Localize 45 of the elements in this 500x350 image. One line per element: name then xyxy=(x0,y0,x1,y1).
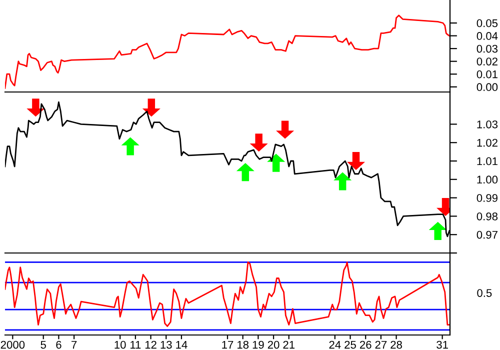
x-tick-label: 2000 xyxy=(0,340,25,349)
x-tick-label: 26 xyxy=(360,340,372,349)
y-tick-label: 0.04 xyxy=(476,32,498,40)
y-tick-label: 0.00 xyxy=(476,83,498,92)
x-tick-label: 14 xyxy=(176,340,188,349)
y-tick-label: 1.03 xyxy=(477,120,498,128)
x-tick-label: 25 xyxy=(344,340,356,349)
point xyxy=(250,134,268,152)
text: 0.5 xyxy=(477,289,492,297)
y-tick-label: 1.00 xyxy=(477,176,498,184)
y-tick-label: 0.01 xyxy=(476,70,498,78)
point xyxy=(26,98,45,117)
x-tick-label: 13 xyxy=(160,340,172,349)
x-tick-label: 27 xyxy=(375,340,387,349)
x-tick-label: 5 xyxy=(40,340,46,349)
line-series xyxy=(5,14,450,89)
x-tick-label: 6 xyxy=(56,340,62,349)
y-tick-label: 0.97 xyxy=(476,230,498,239)
x-tick-label: 19 xyxy=(252,340,264,349)
point xyxy=(276,120,294,139)
y-tick-label: 0.03 xyxy=(476,44,498,53)
y-tick-label: 1.02 xyxy=(477,138,498,147)
x-tick-label: 21 xyxy=(283,340,295,349)
y-tick-label: 0.05 xyxy=(476,19,498,28)
x-tick-label: 18 xyxy=(238,340,249,349)
x-tick-label: 24 xyxy=(329,340,341,349)
y-tick-label: 0.98 xyxy=(476,212,498,220)
point xyxy=(346,152,366,170)
x-tick-label: 12 xyxy=(145,340,156,349)
x-tick-label: 7 xyxy=(72,340,77,349)
y-tick-label: 1.01 xyxy=(477,157,498,166)
y-tick-label: 0.02 xyxy=(476,58,498,66)
x-tick-label: 31 xyxy=(436,340,448,349)
point xyxy=(121,137,140,156)
x-tick-label: 11 xyxy=(130,340,141,349)
point xyxy=(428,222,447,240)
point xyxy=(334,172,352,190)
y-tick-label: 0.99 xyxy=(476,194,498,202)
x-tick-label: 20 xyxy=(268,340,280,349)
point xyxy=(236,163,254,182)
point xyxy=(142,98,160,117)
x-tick-label: 28 xyxy=(390,340,402,349)
x-tick-label: 10 xyxy=(114,340,126,349)
x-tick-label: 17 xyxy=(222,340,234,349)
point xyxy=(267,154,286,172)
